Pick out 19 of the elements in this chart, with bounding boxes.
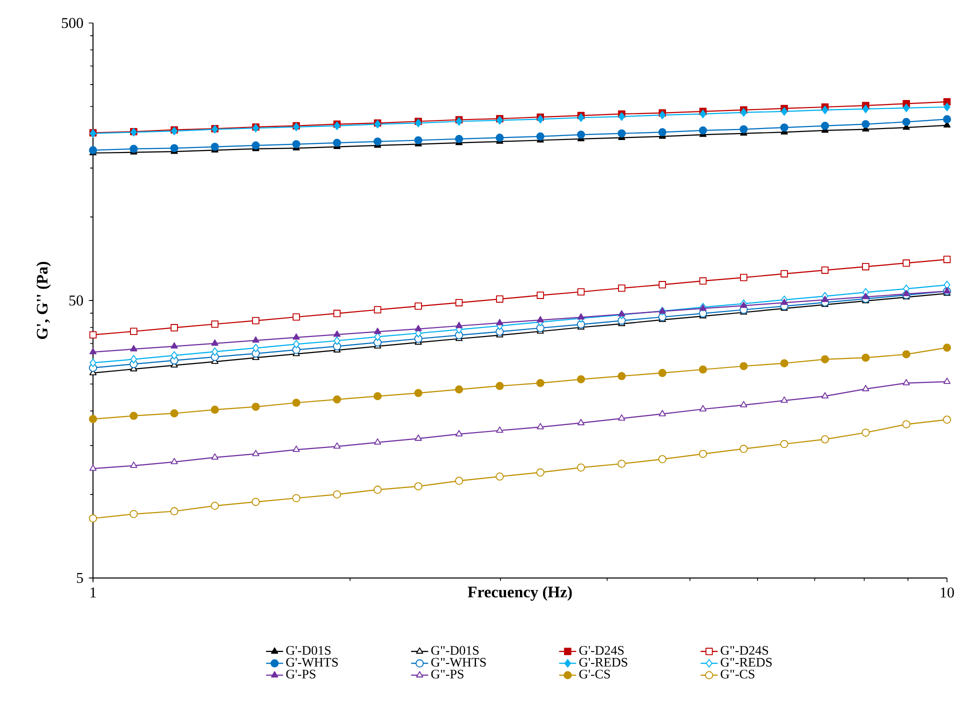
legend-label: G'-D24S: [579, 646, 624, 655]
x-axis-title: Frecuency (Hz): [468, 586, 572, 601]
legend-label: G"-WHTS: [431, 658, 486, 667]
y-tick-label: 5: [76, 573, 83, 583]
x-tick-label: 10: [940, 587, 954, 598]
legend-label: G"-CS: [720, 670, 754, 678]
x-tick-label: 1: [90, 587, 96, 598]
legend-label: G'-CS: [579, 670, 610, 678]
y-axis-title: G', G'' (Pa): [36, 262, 51, 340]
legend-label: G"-D01S: [431, 646, 479, 655]
legend-label: G"-PS: [431, 670, 464, 678]
y-tick-label: 500: [62, 18, 83, 28]
y-tick-label: 50: [69, 295, 83, 306]
legend-label: G"-D24S: [720, 646, 768, 655]
legend-label: G"-REDS: [720, 658, 772, 667]
legend-label: G'-REDS: [579, 658, 628, 667]
legend-label: G'-PS: [286, 670, 316, 678]
legend-label: G'-WHTS: [286, 658, 338, 667]
legend-label: G'-D01S: [286, 646, 331, 655]
